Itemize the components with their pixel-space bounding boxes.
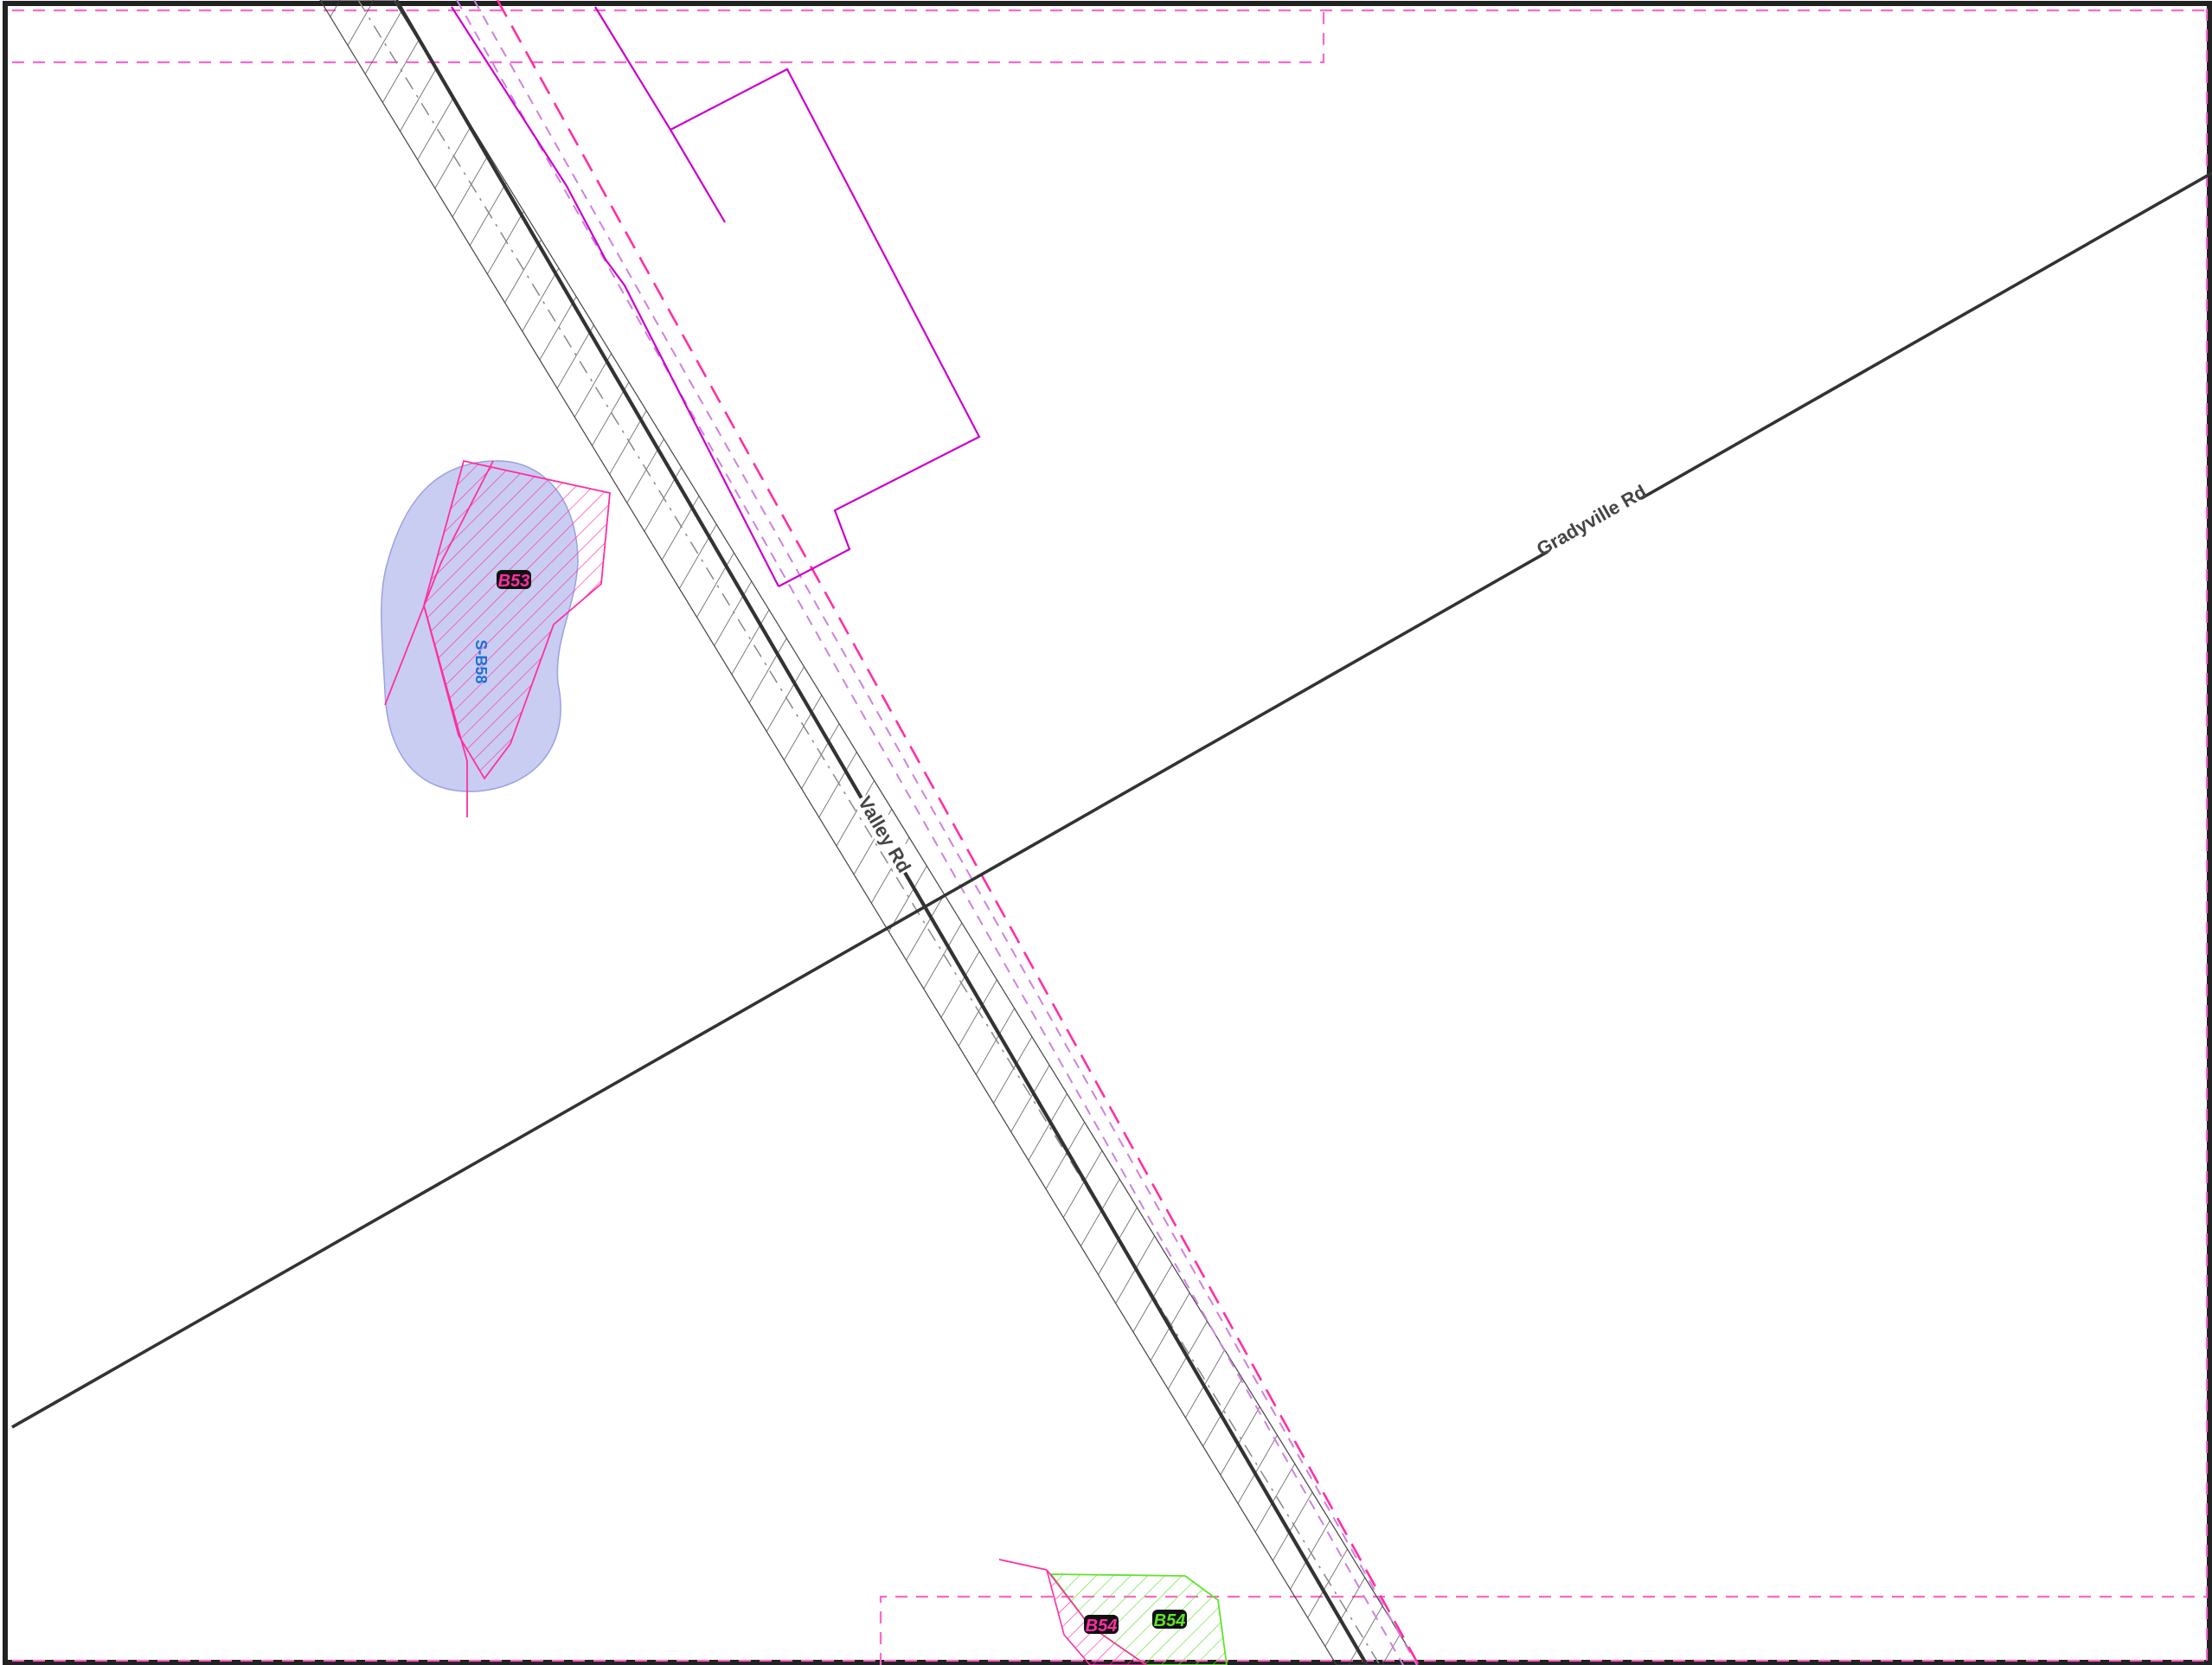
- b54-pink-label-group: B54: [1084, 1615, 1119, 1636]
- parcel-boundary-west: [451, 6, 779, 587]
- dashed-boundary-lines: [12, 9, 2209, 1665]
- b54-pink-label[interactable]: B54: [1086, 1617, 1118, 1636]
- b54-green-label[interactable]: B54: [1154, 1611, 1186, 1630]
- b53-label-group: B53: [497, 570, 531, 591]
- top-boundary-dashed: [12, 9, 1325, 64]
- sb58-label-group: S-B58: [472, 639, 490, 683]
- gradyville-road-label[interactable]: Gradyville Rd: [1533, 481, 1651, 560]
- gradyville-road: [11, 171, 2212, 1429]
- wetland-b54-boundary-line: [998, 1559, 1048, 1571]
- wetland-b54-pink-area[interactable]: [1046, 1569, 1148, 1665]
- sb58-label[interactable]: S-B58: [472, 639, 490, 683]
- parcel-lot: [670, 67, 981, 587]
- gradyville-road-label-group: Gradyville Rd: [1533, 481, 1651, 560]
- wetland-b53-boundary-line: [384, 460, 494, 706]
- parcel-outlines: [451, 6, 981, 587]
- valley-road-centerline-dashed: [357, 0, 1381, 1665]
- b54-green-label-group: B54: [1152, 1610, 1187, 1630]
- b53-label[interactable]: B53: [498, 572, 530, 591]
- wetland-b53-boundary-line-south: [423, 605, 468, 817]
- map-frame: [3, 1, 2212, 1665]
- row-dashed-lines: [456, 0, 1420, 1665]
- bottom-boundary-dashed: [879, 1595, 2206, 1665]
- parcel-boundary-north: [594, 6, 726, 223]
